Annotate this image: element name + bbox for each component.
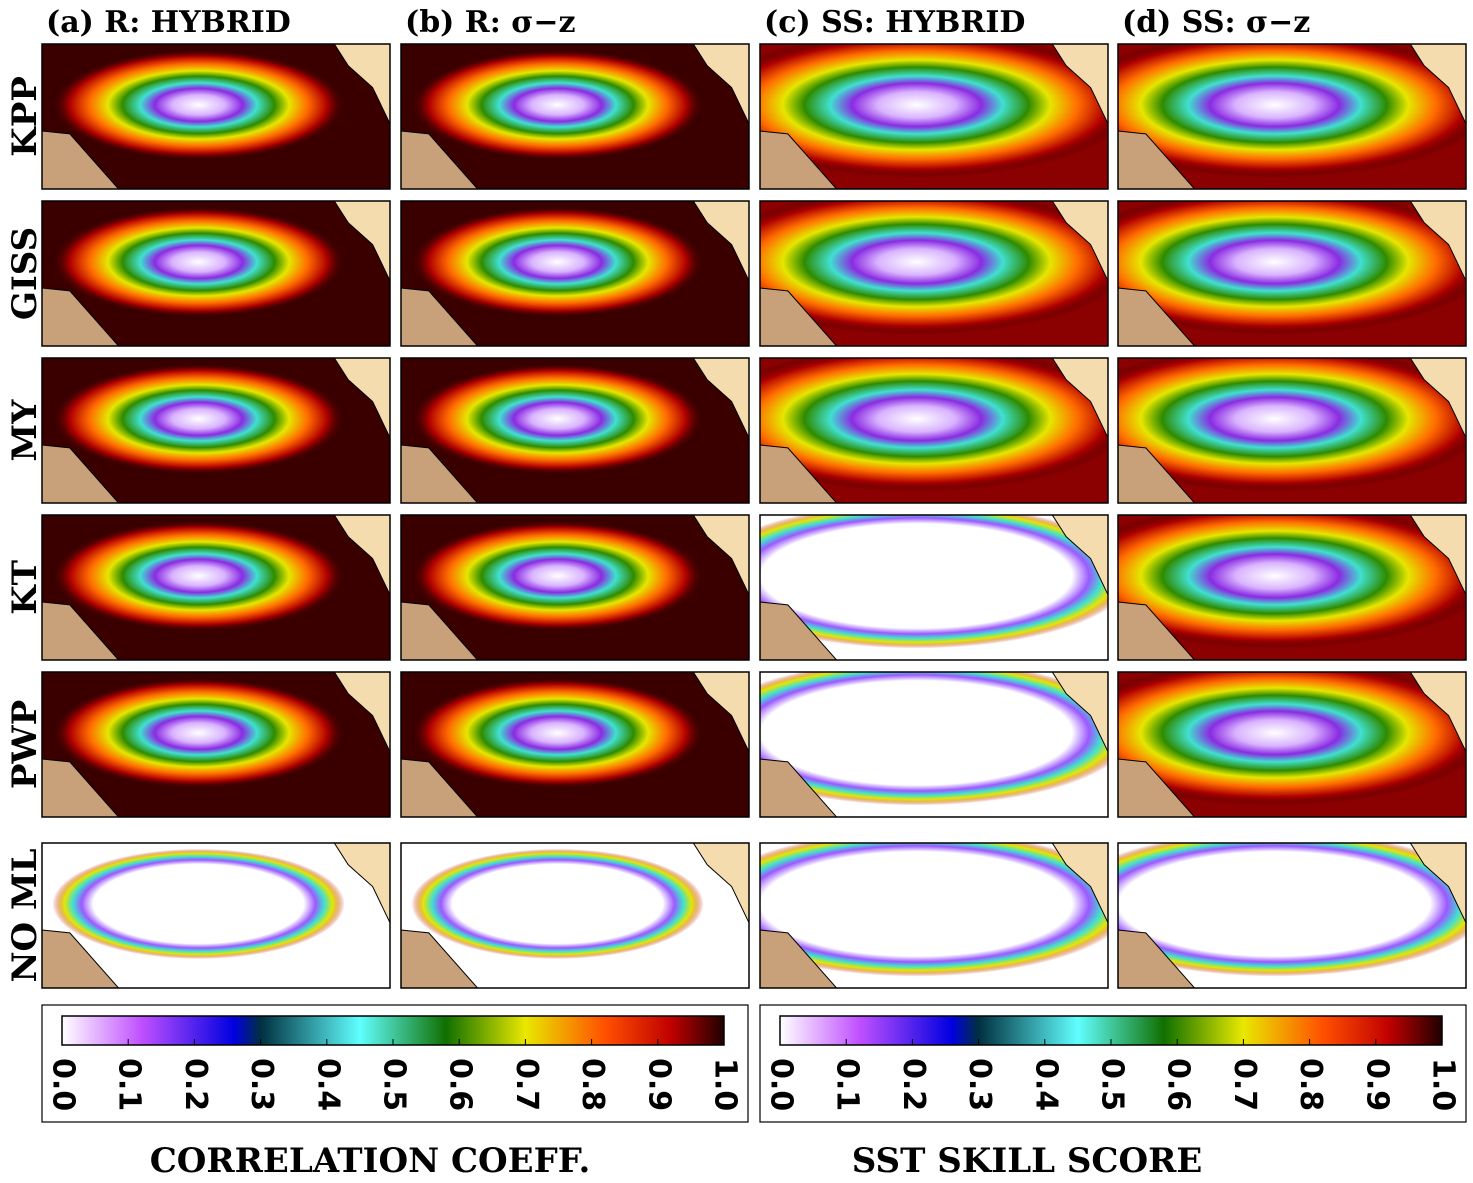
map-panel bbox=[401, 672, 749, 817]
anomaly bbox=[411, 207, 703, 317]
map-field bbox=[701, 503, 1133, 660]
map-panel bbox=[701, 189, 1133, 346]
map-panel bbox=[401, 201, 749, 346]
map-panel bbox=[42, 358, 390, 503]
map-panel bbox=[401, 358, 749, 503]
colorbar-tick-label: 0.6 bbox=[1161, 1058, 1196, 1111]
map-field bbox=[42, 672, 390, 817]
map-panel bbox=[1059, 503, 1473, 660]
map-field bbox=[401, 672, 749, 817]
column-title: (b) R: σ−z bbox=[405, 5, 576, 40]
map-panel bbox=[1059, 32, 1473, 189]
map-panel bbox=[401, 843, 749, 988]
map-field bbox=[401, 515, 749, 660]
colorbar-tick-label: 1.0 bbox=[1426, 1058, 1461, 1111]
colorbar-tick-label: 0.0 bbox=[46, 1058, 81, 1111]
map-panel bbox=[1059, 660, 1473, 817]
anomaly bbox=[411, 364, 703, 474]
map-panel bbox=[401, 44, 749, 189]
colorbar-tick-label: 0.7 bbox=[1227, 1058, 1262, 1111]
colorbar-tick-label: 0.1 bbox=[830, 1058, 865, 1111]
map-panel bbox=[42, 44, 390, 189]
colorbar-tick-label: 0.7 bbox=[509, 1058, 544, 1111]
anomaly bbox=[52, 678, 344, 788]
row-label: KT bbox=[5, 560, 45, 615]
anomaly bbox=[52, 50, 344, 160]
colorbar-tick-label: 0.3 bbox=[244, 1058, 279, 1111]
map-field bbox=[1059, 660, 1473, 817]
map-panel bbox=[701, 503, 1133, 660]
map-panel bbox=[401, 515, 749, 660]
colorbar-tick-label: 0.9 bbox=[1359, 1058, 1394, 1111]
colorbar-tick-label: 0.2 bbox=[896, 1058, 931, 1111]
row-label: MY bbox=[5, 399, 45, 462]
map-field bbox=[701, 831, 1133, 988]
anomaly bbox=[52, 207, 344, 317]
map-panel bbox=[1059, 831, 1473, 988]
column-title: (d) SS: σ−z bbox=[1122, 5, 1310, 40]
map-panel bbox=[701, 831, 1133, 988]
map-panel bbox=[42, 201, 390, 346]
figure: (a) R: HYBRID (b) R: σ−z (c) SS: HYBRID (d)… bbox=[0, 0, 1473, 1179]
map-panel bbox=[42, 843, 390, 988]
colorbar-tick-label: 0.3 bbox=[962, 1058, 997, 1111]
colorbar-label: CORRELATION COEFF. bbox=[150, 1141, 591, 1179]
colorbar-tick-label: 0.5 bbox=[1095, 1058, 1130, 1111]
map-field bbox=[701, 660, 1133, 817]
colorbar-tick-label: 0.8 bbox=[1293, 1058, 1328, 1111]
map-field bbox=[42, 358, 390, 503]
anomaly bbox=[52, 521, 344, 631]
map-panel bbox=[701, 346, 1133, 503]
map-field bbox=[1059, 189, 1473, 346]
colorbar-tick-label: 0.8 bbox=[575, 1058, 610, 1111]
colorbar-tick-label: 1.0 bbox=[708, 1058, 743, 1111]
row-label: PWP bbox=[5, 700, 45, 789]
map-panel bbox=[1059, 346, 1473, 503]
map-field bbox=[1059, 346, 1473, 503]
map-field bbox=[1059, 32, 1473, 189]
anomaly bbox=[52, 364, 344, 474]
colorbar-tick-label: 0.6 bbox=[443, 1058, 478, 1111]
colorbar-tick-label: 0.5 bbox=[377, 1058, 412, 1111]
row-label: KPP bbox=[5, 76, 45, 157]
map-field bbox=[701, 189, 1133, 346]
anomaly bbox=[52, 849, 344, 959]
map-field bbox=[42, 201, 390, 346]
colorbar-tick-label: 0.4 bbox=[310, 1058, 345, 1111]
map-field bbox=[42, 843, 390, 988]
map-panel bbox=[1059, 189, 1473, 346]
colorbar-tick-label: 0.9 bbox=[641, 1058, 676, 1111]
map-field bbox=[42, 515, 390, 660]
map-field bbox=[401, 843, 749, 988]
colorbar-tick-label: 0.4 bbox=[1028, 1058, 1063, 1111]
map-field bbox=[1059, 503, 1473, 660]
map-field bbox=[701, 32, 1133, 189]
colorbar-label: SST SKILL SCORE bbox=[852, 1141, 1203, 1179]
map-field bbox=[42, 44, 390, 189]
row-label: GISS bbox=[5, 227, 45, 320]
map-field bbox=[1059, 831, 1473, 988]
map-panel bbox=[42, 515, 390, 660]
map-field bbox=[401, 44, 749, 189]
anomaly bbox=[411, 521, 703, 631]
colorbar-tick-label: 0.1 bbox=[112, 1058, 147, 1111]
anomaly bbox=[411, 849, 703, 959]
column-title: (c) SS: HYBRID bbox=[764, 5, 1025, 40]
map-panel bbox=[42, 672, 390, 817]
colorbar-tick-label: 0.2 bbox=[178, 1058, 213, 1111]
map-panel bbox=[701, 660, 1133, 817]
map-field bbox=[701, 346, 1133, 503]
anomaly bbox=[411, 678, 703, 788]
map-panel bbox=[701, 32, 1133, 189]
column-title: (a) R: HYBRID bbox=[46, 5, 291, 40]
row-label: NO ML bbox=[5, 848, 45, 982]
anomaly bbox=[411, 50, 703, 160]
map-field bbox=[401, 358, 749, 503]
map-field bbox=[401, 201, 749, 346]
colorbar-tick-label: 0.0 bbox=[764, 1058, 799, 1111]
